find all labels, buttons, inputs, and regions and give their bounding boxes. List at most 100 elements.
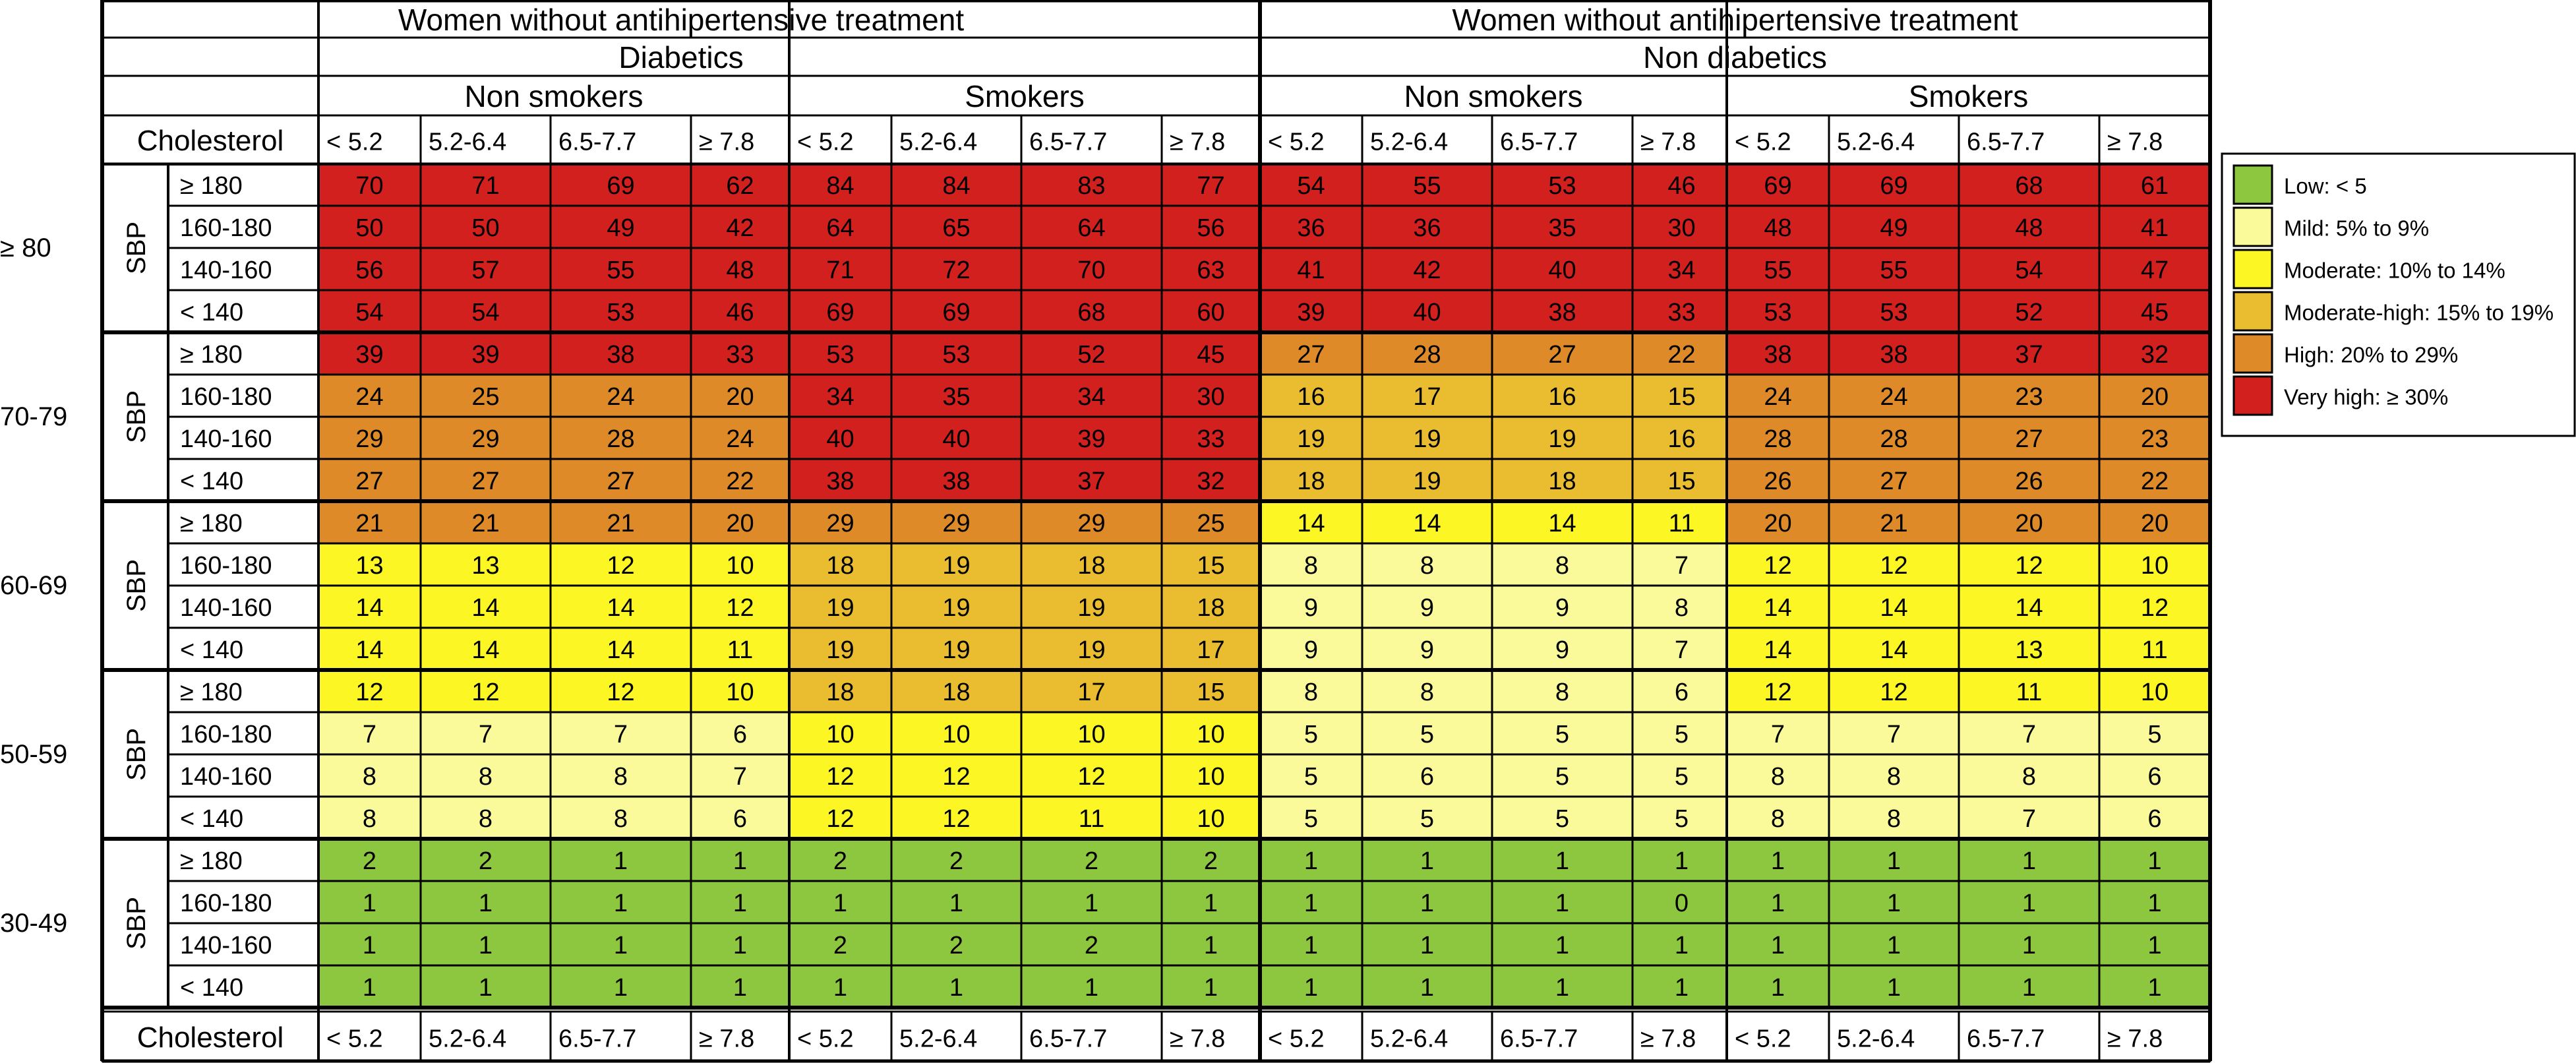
sbp-level-label: < 140	[180, 805, 243, 833]
cell-value: 49	[607, 214, 634, 242]
heat-cell	[788, 542, 893, 587]
cell-value: 55	[1880, 257, 1907, 284]
cell-value: 1	[733, 932, 747, 959]
cell-value: 1	[1887, 890, 1901, 917]
heat-cell	[1491, 542, 1634, 587]
heat-cell	[1631, 753, 1732, 798]
cell-value: 61	[2141, 172, 2169, 200]
cell-value: 8	[1887, 763, 1901, 791]
heat-cell	[1361, 837, 1493, 882]
sbp-level-label: ≥ 180	[180, 679, 243, 706]
sbp-level-label: < 140	[180, 974, 243, 1002]
cell-value: 8	[1420, 552, 1434, 580]
cell-value: 11	[2016, 679, 2042, 706]
cell-value: 38	[1880, 341, 1907, 369]
heat-cell	[1259, 837, 1363, 882]
cholesterol-cell	[549, 1010, 692, 1062]
cell-value: 8	[1771, 805, 1785, 833]
heat-cell	[1725, 542, 1830, 587]
cell-value: 1	[479, 890, 493, 917]
cholesterol-level-bottom: 6.5-7.7	[1500, 1025, 1578, 1053]
cell-value: 5	[1675, 763, 1689, 791]
heat-cell	[690, 542, 791, 587]
cell-value: 1	[1204, 932, 1218, 959]
cholesterol-level-bottom: < 5.2	[1735, 1025, 1791, 1053]
heat-cell	[317, 289, 422, 334]
cell-value: 12	[471, 679, 499, 706]
cell-value: 18	[826, 552, 854, 580]
sbp-level-label: ≥ 180	[180, 510, 243, 537]
cell-value: 24	[355, 383, 383, 411]
sbp-axis-label: SBP	[122, 728, 151, 781]
cell-value: 17	[1077, 679, 1105, 706]
heat-cell	[2098, 373, 2211, 418]
cell-value: 12	[355, 679, 383, 706]
heat-cell	[317, 753, 422, 798]
cell-value: 36	[1297, 214, 1325, 242]
heat-cell	[1958, 922, 2101, 967]
heat-cell	[317, 964, 422, 1009]
cell-value: 17	[1413, 383, 1441, 411]
cell-value: 1	[1771, 847, 1785, 875]
cell-value: 22	[726, 468, 754, 495]
cell-value: 8	[363, 805, 376, 833]
sbp-level-label: 140-160	[180, 932, 272, 959]
cell-value: 12	[826, 805, 854, 833]
cell-value: 1	[1304, 890, 1318, 917]
cell-value: 19	[942, 636, 970, 664]
heat-cell	[690, 331, 791, 376]
heat-cell	[1020, 458, 1163, 502]
age-block	[101, 162, 169, 334]
cell-value: 2	[1204, 847, 1218, 875]
sbp-level-label: 160-180	[180, 721, 272, 748]
legend-swatch	[2232, 164, 2273, 205]
cholesterol-label-bottom: Cholesterol	[137, 1021, 284, 1054]
cell-value: 19	[1297, 425, 1325, 453]
cholesterol-level-bottom: ≥ 7.8	[699, 1025, 754, 1053]
sbp-level-label: < 140	[180, 299, 243, 326]
cell-value: 55	[1413, 172, 1441, 200]
heat-cell	[1160, 458, 1261, 502]
cholesterol-level-top: ≥ 7.8	[699, 129, 754, 156]
cell-value: 7	[479, 721, 493, 748]
cell-value: 19	[1077, 594, 1105, 622]
cell-value: 12	[826, 763, 854, 791]
sbp-level-label: 160-180	[180, 552, 272, 580]
heat-cell	[1160, 289, 1261, 334]
heat-cell	[419, 289, 552, 334]
left-group-label: Diabetics	[618, 40, 743, 75]
sbp-level-label: 140-160	[180, 594, 272, 622]
cell-value: 14	[1297, 510, 1325, 537]
cell-value: 33	[1197, 425, 1224, 453]
heat-cell	[1160, 373, 1261, 418]
right-title: Women without antihipertensive treatment	[1452, 3, 2018, 37]
cell-value: 55	[607, 257, 634, 284]
cell-value: 53	[1548, 172, 1576, 200]
cholesterol-level-top: < 5.2	[797, 129, 854, 156]
cell-value: 13	[2015, 636, 2043, 664]
heat-cell	[1361, 711, 1493, 756]
legend-label: Very high: ≥ 30%	[2284, 385, 2448, 410]
cell-value: 37	[2015, 341, 2043, 369]
cell-value: 1	[833, 890, 847, 917]
cell-value: 19	[1548, 425, 1576, 453]
cell-value: 21	[471, 510, 499, 537]
cell-value: 1	[2147, 974, 2161, 1002]
cell-value: 56	[1197, 214, 1224, 242]
cell-value: 84	[942, 172, 970, 200]
cell-value: 1	[1204, 974, 1218, 1002]
heat-cell	[1160, 711, 1261, 756]
cell-value: 56	[355, 257, 383, 284]
cell-value: 52	[2015, 299, 2043, 326]
cell-value: 1	[1304, 932, 1318, 959]
cholesterol-cell	[419, 1010, 552, 1062]
heat-cell	[1491, 964, 1634, 1009]
cell-value: 1	[2022, 932, 2036, 959]
cell-value: 39	[1077, 425, 1105, 453]
heat-cell	[690, 837, 791, 882]
cell-value: 40	[826, 425, 854, 453]
cell-value: 2	[363, 847, 376, 875]
smoking-cell	[788, 75, 1261, 117]
cell-value: 24	[1880, 383, 1907, 411]
heat-cell	[1631, 415, 1732, 460]
